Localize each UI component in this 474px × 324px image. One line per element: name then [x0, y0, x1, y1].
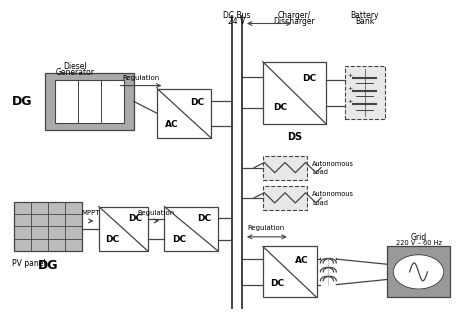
Text: Battery: Battery: [350, 11, 379, 20]
Bar: [345, 66, 384, 119]
Bar: [164, 207, 218, 251]
Text: +: +: [347, 73, 353, 78]
Text: DC Bus: DC Bus: [223, 11, 251, 20]
Bar: [45, 73, 134, 130]
Bar: [157, 89, 211, 138]
Text: Diesel: Diesel: [64, 62, 87, 71]
Text: DC: DC: [270, 279, 284, 288]
Text: DC: DC: [302, 74, 316, 83]
Text: Regulation: Regulation: [137, 210, 175, 216]
Text: Autonomous: Autonomous: [312, 161, 354, 167]
Bar: [263, 156, 307, 179]
Text: +: +: [347, 87, 353, 91]
Text: Regulation: Regulation: [247, 225, 284, 231]
Text: DC: DC: [105, 235, 119, 244]
Text: Autonomous: Autonomous: [312, 191, 354, 197]
Text: MPPT: MPPT: [82, 210, 100, 216]
Text: DC: DC: [172, 235, 186, 244]
Text: DC: DC: [273, 102, 287, 111]
Bar: [15, 202, 82, 251]
Text: PV panel: PV panel: [12, 259, 46, 268]
Text: DG: DG: [38, 259, 59, 272]
Circle shape: [393, 255, 444, 289]
Text: 24 V: 24 V: [228, 17, 246, 26]
Text: +: +: [347, 99, 353, 105]
Text: Discharger: Discharger: [273, 17, 315, 26]
Text: Bank: Bank: [355, 17, 374, 26]
Text: 220 V – 60 Hz: 220 V – 60 Hz: [395, 240, 441, 246]
Text: Load: Load: [312, 200, 328, 206]
Text: Regulation: Regulation: [122, 75, 160, 81]
Text: AC: AC: [165, 120, 179, 129]
Bar: [55, 80, 124, 123]
Text: Generator: Generator: [56, 68, 95, 77]
Text: Grid: Grid: [410, 233, 427, 242]
Bar: [263, 62, 326, 124]
Text: DC: DC: [197, 214, 211, 223]
Text: Charger/: Charger/: [277, 11, 311, 20]
Bar: [263, 246, 317, 297]
Text: DS: DS: [287, 132, 302, 142]
Text: AC: AC: [295, 256, 309, 265]
Text: DG: DG: [12, 95, 33, 108]
Bar: [387, 246, 450, 297]
Bar: [263, 186, 307, 210]
Text: Load: Load: [312, 169, 328, 175]
Text: DC: DC: [128, 214, 142, 223]
Text: DC: DC: [190, 98, 204, 107]
Bar: [99, 207, 148, 251]
